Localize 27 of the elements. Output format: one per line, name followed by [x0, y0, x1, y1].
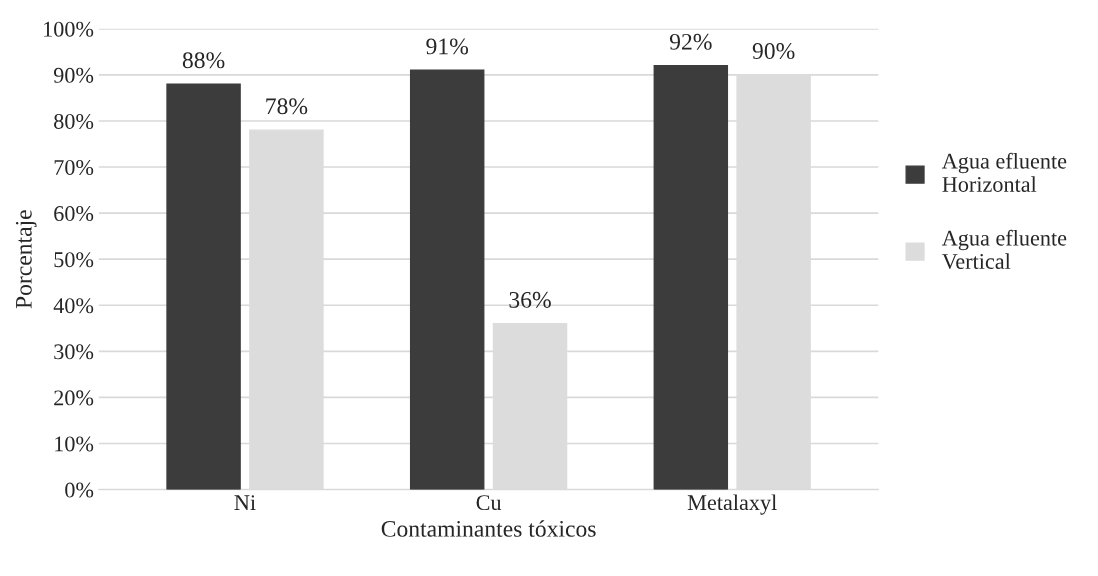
x-tick-label: Cu	[476, 495, 502, 511]
y-tick-label: 30%	[54, 344, 94, 360]
data-label: 92%	[669, 33, 712, 50]
y-axis-title: Porcentaje	[15, 210, 37, 309]
x-axis-title: Contaminantes tóxicos	[381, 520, 596, 537]
bar	[653, 64, 729, 490]
data-label: 36%	[509, 291, 551, 308]
y-tick-label: 10%	[55, 436, 94, 452]
legend-label: Agua efluente Vertical	[941, 229, 1067, 270]
legend-label: Agua efluente Horizontal	[941, 152, 1067, 192]
bar	[166, 83, 241, 490]
y-tick-label: 60%	[54, 206, 94, 222]
data-label: 88%	[182, 52, 225, 69]
y-tick-label: 80%	[54, 113, 94, 129]
data-label: 78%	[266, 98, 308, 115]
bar	[409, 69, 485, 490]
data-label: 90%	[752, 43, 795, 60]
x-tick-label: Metalaxyl	[687, 494, 777, 515]
y-tick-label: 90%	[53, 67, 94, 83]
y-tick-label: 70%	[54, 159, 94, 176]
y-tick-label: 40%	[53, 298, 94, 314]
x-tick-label: Ni	[234, 495, 256, 510]
y-tick-label: 50%	[54, 252, 94, 268]
y-tick-label: 20%	[54, 390, 94, 406]
y-tick-label: 0%	[65, 482, 94, 498]
y-tick-label: 100%	[44, 21, 94, 37]
data-label: 91%	[426, 38, 469, 55]
